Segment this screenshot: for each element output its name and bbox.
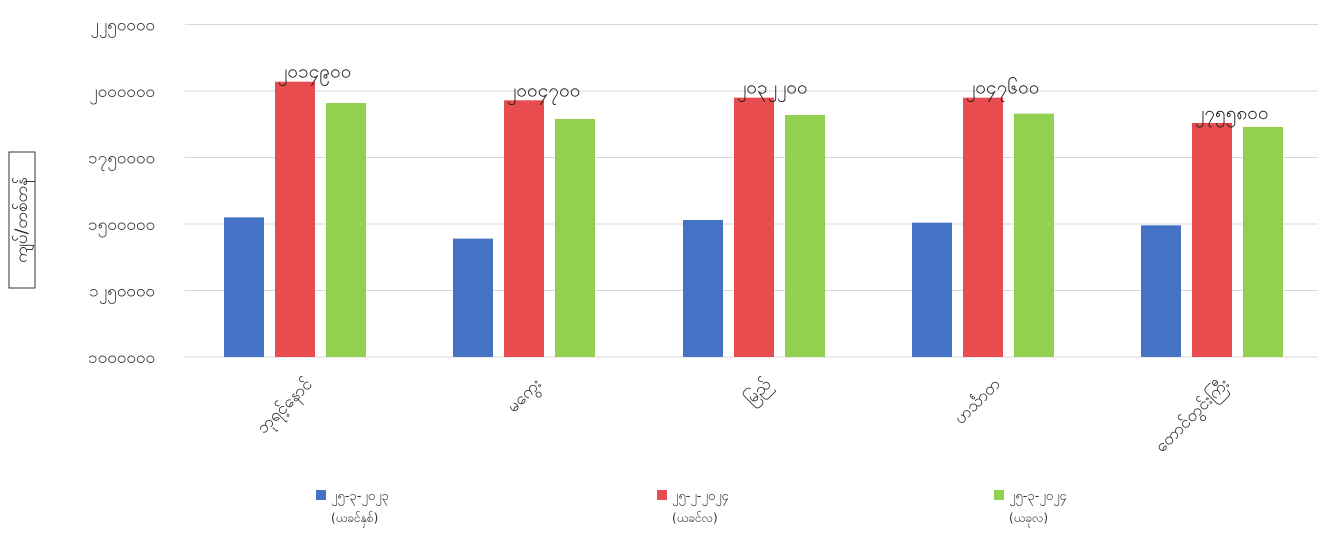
y-tick-label: ၂၂၅၀၀၀၀ <box>90 16 155 39</box>
y-axis-label-group: ကျပ်/တစ်တန် <box>8 151 36 289</box>
legend-label: ၂၅-၃-၂၀၂၄ <box>1009 489 1067 506</box>
bar <box>326 102 366 357</box>
bar <box>963 97 1003 358</box>
y-axis-ticks: ၁၀၀၀၀၀၀ ၁၂၅၀၀၀၀ ၁၅၀၀၀၀၀ ၁၇၅၀၀၀၀ ၂၀၀၀၀၀၀ ၂၂၅၀၀… <box>88 16 155 369</box>
bar <box>683 220 723 357</box>
y-tick-label: ၁၇၅၀၀၀၀ <box>88 149 155 172</box>
data-label: ၂၀၁၄၉၀၀ <box>278 61 351 87</box>
y-axis-label-box <box>8 151 36 289</box>
category-label: ဟင်္သာတ <box>950 374 1004 428</box>
bar <box>224 217 264 357</box>
data-label: ၂၀၀၄၇၀၀ <box>507 79 580 105</box>
legend-label: ၂၅-၂-၂၀၂၄ <box>672 489 730 506</box>
bar <box>785 114 825 357</box>
legend-swatch <box>657 490 667 500</box>
legend-sublabel: (ယခင်လ) <box>672 510 718 525</box>
bar <box>1141 225 1181 357</box>
data-label: ၂၀၃၂၂၀၀ <box>737 77 808 103</box>
legend-swatch <box>316 490 326 500</box>
category-label: တောင်တွင်းကြီး <box>1150 373 1236 459</box>
y-tick-label: ၁၅၀၀၀၀၀ <box>88 215 155 238</box>
category-label: ဘုရင့်နောင် <box>253 374 319 440</box>
data-label: ၂၇၅၅၈၀၀ <box>1195 102 1269 128</box>
legend-label: ၂၅-၃-၂၀၂၃ <box>331 489 389 506</box>
category-label: မြည် <box>739 373 777 411</box>
x-axis-categories: ဘုရင့်နောင် မကွေး မြည် ဟင်္သာတ တောင်တွင်းကြီ… <box>253 373 1236 459</box>
y-axis-label: ကျပ်/တစ်တန် <box>11 177 35 263</box>
data-label: ၂၀၄၇၆၀၀ <box>966 76 1039 103</box>
bars <box>224 81 1283 358</box>
bar <box>734 97 774 358</box>
bar <box>504 100 544 357</box>
legend-swatch <box>994 490 1004 500</box>
bar <box>453 238 493 357</box>
y-tick-label: ၁၀၀၀၀၀၀ <box>88 348 155 368</box>
category-label: မကွေး <box>503 374 547 418</box>
bar <box>1192 122 1232 357</box>
bar <box>275 81 315 357</box>
bar <box>555 118 595 358</box>
y-tick-label: ၂၀၀၀၀၀၀ <box>89 82 155 105</box>
y-tick-label: ၁၂၅၀၀၀၀ <box>89 282 155 305</box>
legend-sublabel: (ယခုလ) <box>1009 511 1048 528</box>
legend-sublabel: (ယခင်နှစ်) <box>331 510 378 528</box>
legend: ၂၅-၃-၂၀၂၃ (ယခင်နှစ်) ၂၅-၂-၂၀၂၄ (ယခင်လ) ၂၅-၃-… <box>316 489 1067 528</box>
bar <box>1014 113 1054 357</box>
bar <box>912 222 952 357</box>
bar <box>1243 126 1283 357</box>
